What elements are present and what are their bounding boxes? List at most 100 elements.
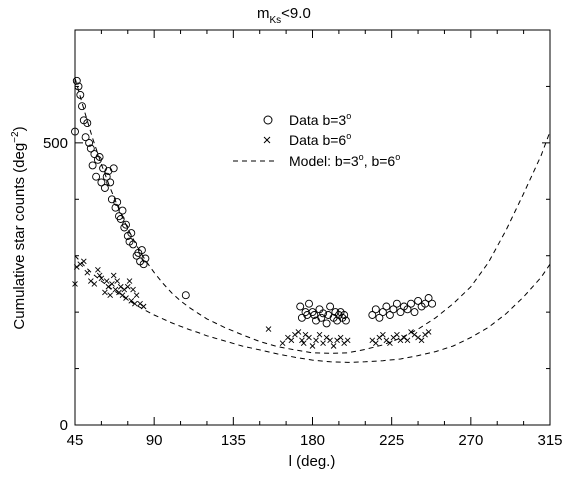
data-points [71, 76, 437, 349]
data-point-b6 [376, 334, 383, 341]
y-axis-label-main: Cumulative star counts (deg [11, 143, 28, 330]
data-point-b6 [130, 286, 136, 293]
data-point-b6 [123, 295, 129, 301]
data-point-b6 [116, 289, 122, 296]
data-point-b3 [109, 164, 118, 173]
data-point-b6 [117, 283, 124, 290]
data-point-b6 [265, 326, 272, 332]
data-point-b6 [285, 334, 291, 341]
axis-ticks: 45 90 135 180 225 270 315 0 500 [43, 30, 563, 449]
data-point-b6 [387, 340, 393, 346]
data-point-b3 [392, 299, 401, 308]
data-point-b6 [72, 281, 78, 287]
x-tick-label: 180 [300, 432, 325, 449]
legend-text-b6: Data b=6o [289, 131, 351, 148]
legend-text-model-main2: , b=6 [364, 153, 396, 169]
data-point-b3 [95, 153, 104, 161]
data-point-b3 [410, 308, 419, 317]
data-point-b6 [320, 340, 326, 346]
data-point-b6 [341, 340, 347, 346]
data-point-b3 [92, 172, 101, 181]
data-point-b3 [414, 296, 423, 305]
data-point-b6 [390, 334, 397, 341]
data-point-b6 [334, 337, 340, 344]
data-point-b6 [306, 334, 312, 341]
data-point-b3 [111, 203, 120, 212]
legend-text-b6-main: Data b=6 [289, 132, 346, 148]
legend-text-model-main: Model: b=3 [289, 153, 359, 169]
data-point-b6 [383, 337, 390, 344]
legend-circle-marker [263, 115, 273, 125]
data-point-b3 [141, 254, 150, 263]
data-point-b6 [288, 337, 295, 344]
data-point-b3 [310, 311, 319, 319]
chart-title: mKs<9.0 [257, 5, 311, 26]
data-point-b6 [121, 286, 128, 293]
legend-text-b6-sup: o [346, 131, 351, 141]
data-point-b6 [91, 281, 98, 287]
data-point-b6 [330, 343, 337, 349]
data-point-b6 [373, 340, 379, 346]
data-point-b6 [109, 281, 115, 287]
data-point-b6 [418, 337, 425, 344]
legend-text-b3: Data b=3o [289, 111, 351, 128]
data-point-b3 [102, 172, 111, 181]
data-point-b6 [313, 337, 319, 344]
data-point-b6 [411, 331, 418, 338]
data-point-b3 [88, 161, 97, 170]
data-point-b6 [112, 286, 119, 293]
data-point-b3 [83, 119, 92, 128]
data-point-b3 [116, 215, 125, 223]
x-tick-label: 315 [537, 432, 562, 449]
y-axis-label-close: ) [11, 126, 28, 131]
title-cond: <9.0 [281, 5, 311, 22]
x-tick-label: 45 [67, 432, 84, 449]
data-point-b6 [292, 331, 298, 338]
data-point-b3 [403, 305, 412, 314]
x-tick-label: 90 [146, 432, 163, 449]
data-point-b3 [424, 294, 433, 302]
data-point-b6 [337, 334, 344, 341]
data-point-b6 [404, 337, 411, 344]
data-point-b3 [129, 240, 138, 249]
data-point-b3 [341, 316, 350, 325]
data-point-b6 [401, 334, 407, 341]
data-point-b3 [76, 90, 85, 99]
data-point-b6 [137, 300, 143, 307]
data-point-b6 [110, 272, 117, 279]
legend-text-model-sup1: o [359, 152, 364, 162]
y-axis-label: Cumulative star counts (deg−2) [10, 126, 28, 329]
data-point-b6 [84, 269, 91, 276]
data-point-b3 [389, 305, 398, 314]
data-point-b3 [139, 260, 148, 269]
data-point-b3 [72, 76, 81, 85]
legend-cross-marker [263, 136, 271, 144]
data-point-b3 [322, 319, 331, 328]
data-point-b3 [428, 299, 437, 308]
data-point-b6 [133, 292, 140, 299]
data-point-b6 [300, 340, 307, 346]
data-point-b6 [302, 331, 309, 338]
data-point-b6 [279, 340, 286, 346]
y-tick-label: 500 [43, 135, 68, 152]
data-point-b3 [340, 311, 349, 319]
data-point-b3 [86, 144, 95, 153]
data-point-b6 [369, 337, 376, 344]
data-point-b6 [327, 337, 333, 344]
data-point-b3 [368, 311, 377, 319]
data-point-b3 [127, 229, 136, 238]
data-point-b3 [319, 309, 328, 318]
x-tick-label: 225 [379, 432, 404, 449]
data-point-b6 [119, 292, 126, 299]
legend-text-model: Model: b=3o, b=6o [289, 152, 400, 169]
data-point-b6 [88, 278, 94, 284]
plot-frame [74, 29, 551, 426]
data-point-b3 [181, 291, 190, 300]
data-point-b6 [98, 275, 105, 282]
data-point-b3 [85, 138, 94, 147]
data-point-b6 [425, 329, 432, 335]
data-point-b3 [71, 127, 79, 136]
data-point-b6 [107, 292, 114, 299]
data-point-b6 [299, 337, 305, 344]
